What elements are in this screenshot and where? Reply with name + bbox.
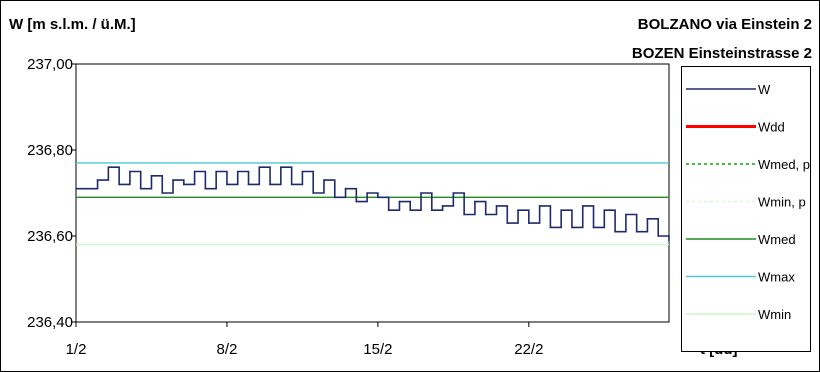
data-point-w [571, 226, 573, 229]
data-point-w [150, 175, 153, 177]
data-point-w [646, 218, 649, 220]
data-point-w [247, 183, 250, 186]
data-point-w [635, 230, 638, 233]
data-point-w [581, 205, 584, 207]
data-point-w [517, 209, 519, 211]
series-line-w [76, 166, 670, 241]
data-point-w [333, 196, 336, 199]
data-point-w [107, 166, 110, 168]
data-point-w [280, 166, 282, 168]
x-tick-label: 22/2 [514, 341, 543, 358]
legend-label-wdd: Wdd [758, 120, 785, 135]
y-tick-label: 236,40 [27, 314, 73, 331]
data-point-w [377, 196, 379, 199]
y-tick-label: 237,00 [27, 56, 73, 73]
data-point-w [668, 239, 670, 242]
data-point-w [495, 205, 498, 207]
data-point-w [463, 213, 465, 216]
data-point-w [226, 183, 228, 186]
data-point-w [269, 183, 271, 186]
data-point-w [204, 187, 207, 190]
data-point-w [75, 187, 77, 190]
data-point-w [355, 200, 358, 203]
data-point-w [452, 192, 455, 194]
legend-label-wmin-p: Wmin, p [758, 195, 806, 210]
legend-label-wmed: Wmed [758, 232, 796, 247]
legend: W Wdd Wmed, p Wmin, p Wmed Wmax Wmin [681, 66, 811, 352]
data-point-w [549, 226, 552, 229]
legend-svg: W Wdd Wmed, p Wmin, p Wmed Wmax Wmin [686, 82, 810, 322]
data-point-w [431, 209, 433, 211]
data-point-w [625, 213, 627, 216]
x-tick-label: 15/2 [363, 341, 392, 358]
legend-label-w: W [758, 82, 771, 97]
data-point-w [215, 170, 217, 173]
x-tick-label: 1/2 [66, 341, 87, 358]
y-tick-label: 236,60 [27, 228, 73, 245]
data-point-w [657, 235, 660, 237]
y-tick-label: 236,80 [27, 142, 73, 159]
data-point-w [258, 166, 261, 168]
x-tick-label: 8/2 [217, 341, 238, 358]
data-point-w [172, 179, 174, 181]
chart-subtitle: BOZEN Einsteinstrasse 2 [631, 45, 812, 62]
data-point-w [614, 230, 616, 233]
data-point-w [96, 179, 99, 181]
data-point-w [183, 183, 185, 186]
data-point-w [193, 170, 196, 173]
data-point-w [387, 209, 390, 211]
data-point-w [118, 183, 120, 186]
y-axis-label: W [m s.l.m. / ü.M.] [9, 16, 136, 33]
data-point-w [139, 187, 142, 190]
data-point-w [420, 192, 422, 194]
data-point-w [323, 179, 325, 181]
chart-title: BOLZANO via Einstein 2 [637, 16, 812, 33]
data-point-w [538, 205, 541, 207]
data-point-w [344, 187, 347, 190]
data-point-w [603, 209, 606, 211]
data-point-w [560, 209, 562, 211]
data-point-w [301, 170, 304, 173]
data-point-w [484, 213, 487, 216]
data-point-w [236, 170, 239, 173]
data-point-w [506, 222, 509, 224]
data-point-w [441, 205, 444, 207]
legend-label-wmax: Wmax [758, 270, 795, 285]
legend-label-wmin: Wmin [758, 307, 791, 322]
data-point-w [290, 183, 293, 186]
data-point-w [85, 187, 88, 190]
data-point-w [366, 192, 368, 194]
data-point-w [474, 200, 476, 203]
data-point-w [312, 192, 315, 194]
data-point-w [592, 226, 595, 229]
data-point-w [161, 192, 164, 194]
data-point-w [129, 170, 131, 173]
legend-label-wmed-p: Wmed, p [758, 157, 810, 172]
data-point-w [528, 222, 530, 224]
data-point-w [398, 200, 401, 203]
data-point-w [409, 209, 412, 211]
